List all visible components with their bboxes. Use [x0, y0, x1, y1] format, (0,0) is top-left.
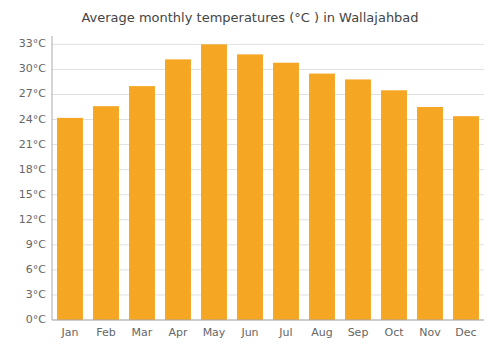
y-axis-line [52, 36, 53, 320]
grid [52, 44, 484, 320]
chart-container: Average monthly temperatures (°C ) in Wa… [0, 0, 500, 350]
bars [57, 44, 479, 320]
grid-line [52, 94, 484, 95]
x-tick-label: Aug [311, 326, 332, 339]
bar [381, 90, 407, 320]
bar [237, 54, 263, 320]
x-axis: Jan Feb Mar Apr May Jun Jul Aug Sep Oct Nov Dec [52, 320, 484, 339]
bar [273, 63, 299, 320]
y-tick-label: 9°C [26, 238, 46, 251]
y-axis: 0°C 3°C 6°C 9°C 12°C 15°C 18°C 21°C 24°C 27°C 30°C… [19, 36, 52, 326]
y-tick-label: 33°C [19, 37, 46, 50]
y-tick-label: 21°C [19, 138, 46, 151]
title: Average monthly temperatures (°C ) in Wa… [81, 10, 418, 25]
bar [201, 44, 227, 320]
y-tick-label: 12°C [19, 213, 46, 226]
y-tick-label: 24°C [19, 113, 46, 126]
chart: Average monthly temperatures (°C ) in Wa… [0, 0, 500, 350]
x-tick-label: Nov [419, 326, 441, 339]
y-tick-label: 27°C [19, 87, 46, 100]
grid-line [52, 320, 484, 321]
x-tick-label: Sep [348, 326, 369, 339]
x-axis-line [52, 320, 484, 321]
y-tick-label: 0°C [26, 313, 46, 326]
bar [165, 59, 191, 320]
x-tick-label: Feb [96, 326, 115, 339]
bar [453, 116, 479, 320]
x-tick-label: Mar [132, 326, 153, 339]
bar [309, 74, 335, 320]
x-tick-label: Oct [384, 326, 404, 339]
y-tick-label: 30°C [19, 62, 46, 75]
y-tick-label: 6°C [26, 263, 46, 276]
grid-line [52, 69, 484, 70]
y-tick-label: 3°C [26, 288, 46, 301]
y-tick-label: 18°C [19, 163, 46, 176]
y-tick-label: 15°C [19, 188, 46, 201]
x-tick-label: Dec [455, 326, 476, 339]
x-tick-label: May [203, 326, 226, 339]
bar [417, 107, 443, 320]
bar [93, 106, 119, 320]
x-tick-label: Jul [278, 326, 292, 339]
x-tick-label: Apr [168, 326, 188, 339]
grid-line [52, 44, 484, 45]
bar [129, 86, 155, 320]
x-tick-label: Jan [61, 326, 79, 339]
bar [345, 79, 371, 320]
x-tick-label: Jun [240, 326, 258, 339]
bar [57, 118, 83, 320]
